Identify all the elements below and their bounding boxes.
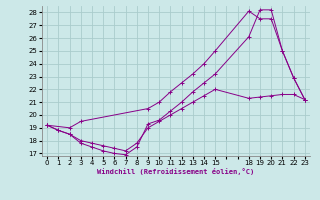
X-axis label: Windchill (Refroidissement éolien,°C): Windchill (Refroidissement éolien,°C) <box>97 168 255 175</box>
